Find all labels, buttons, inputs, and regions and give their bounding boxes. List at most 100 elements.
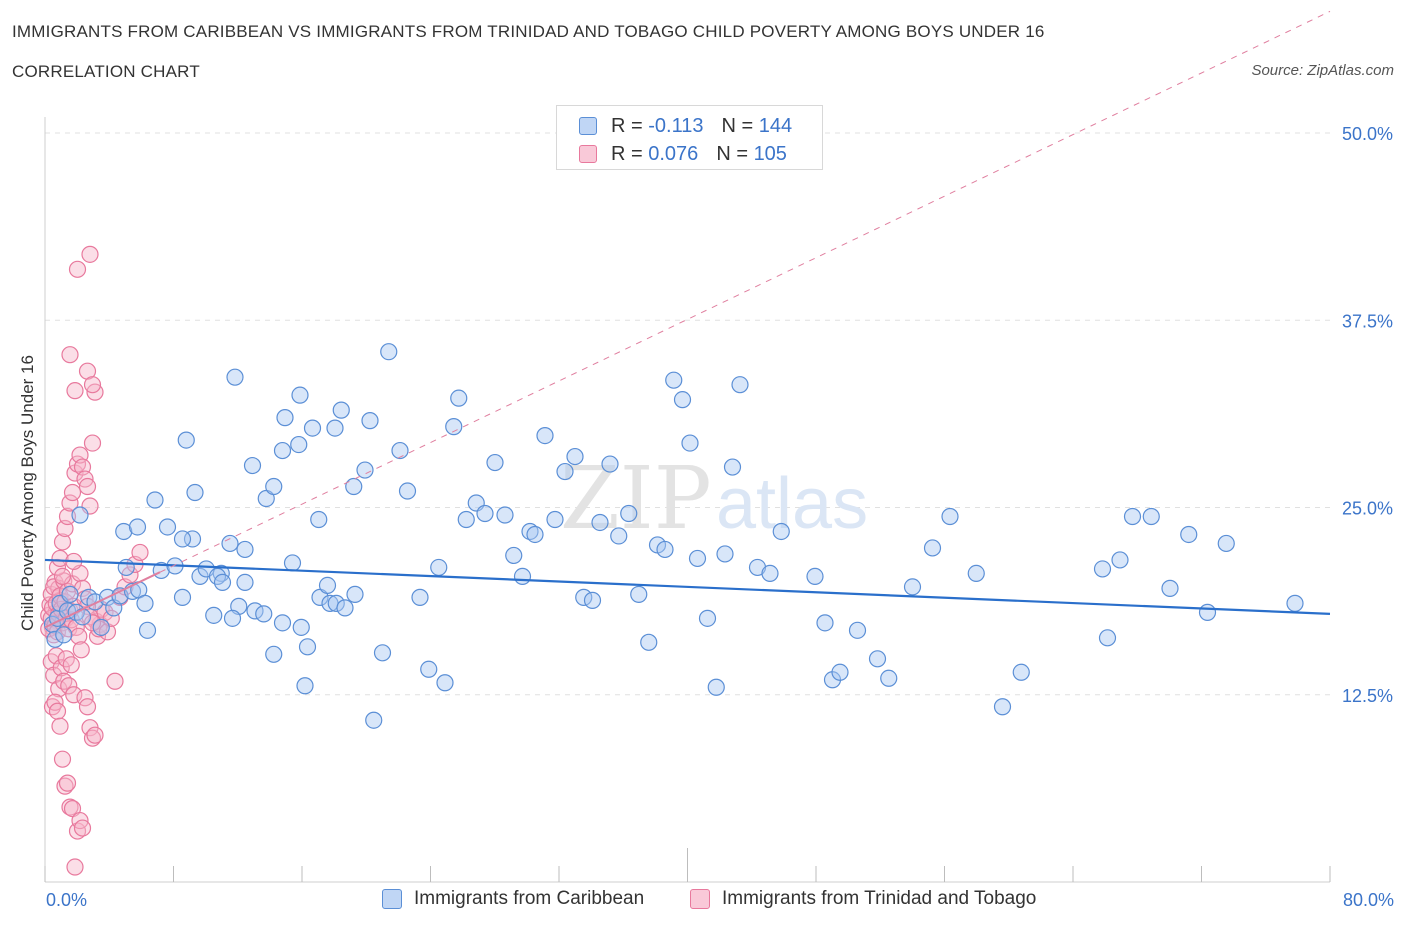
caribbean-point	[1198, 603, 1217, 621]
trinidad-point	[58, 507, 77, 526]
chart-subtitle: CORRELATION CHART	[12, 62, 200, 81]
caribbean-point	[486, 453, 504, 472]
caribbean-point	[391, 441, 409, 460]
stats-row-trinidad: R = 0.076 N = 105	[579, 142, 787, 166]
caribbean-point	[673, 391, 692, 409]
caribbean-point	[186, 483, 204, 502]
caribbean-point	[1098, 629, 1117, 647]
caribbean-point	[1217, 534, 1235, 553]
caribbean-point	[61, 585, 79, 603]
legend-item-trinidad[interactable]: Immigrants from Trinidad and Tobago	[690, 888, 1036, 910]
trinidad-point	[60, 677, 78, 695]
trinidad-point	[78, 698, 97, 716]
caribbean-point	[411, 588, 429, 606]
caribbean-point	[445, 418, 463, 436]
n-label: N =	[716, 142, 748, 165]
caribbean-point	[223, 609, 242, 627]
caribbean-point	[243, 456, 262, 475]
caribbean-point	[1286, 594, 1304, 612]
caribbean-point	[1123, 507, 1142, 526]
caribbean-point	[731, 376, 749, 394]
caribbean-point	[265, 477, 283, 496]
y-axis-label: Child Poverty Among Boys Under 16	[18, 355, 37, 631]
caribbean-point	[505, 546, 523, 565]
caribbean-point	[583, 591, 602, 609]
trinidad-point	[52, 659, 70, 677]
trinidad-trend-solid	[44, 571, 161, 629]
trinidad-point	[83, 614, 102, 632]
caribbean-point	[236, 540, 254, 559]
caribbean-point	[681, 434, 699, 452]
y-tick-label-0: 12.5%	[1342, 686, 1393, 706]
caribbean-points	[43, 343, 1304, 729]
caribbean-point	[831, 663, 849, 681]
trinidad-point	[51, 549, 69, 568]
caribbean-point	[273, 614, 292, 632]
axes	[44, 117, 1331, 883]
trinidad-swatch	[690, 889, 710, 909]
stats-row-caribbean: R = -0.113 N = 144	[579, 114, 792, 138]
watermark: ZIP atlas	[560, 449, 868, 549]
trinidad-trend-dashed	[159, 10, 1331, 573]
trinidad-point	[53, 567, 72, 586]
caribbean-point	[536, 426, 554, 445]
caribbean-point	[923, 539, 942, 557]
caribbean-point	[1093, 560, 1112, 578]
caribbean-point	[173, 530, 192, 548]
caribbean-point	[346, 585, 364, 603]
trinidad-swatch	[579, 145, 597, 163]
caribbean-point	[450, 389, 468, 407]
caribbean-point	[513, 567, 532, 586]
caribbean-point	[71, 506, 89, 524]
n-label: N =	[721, 114, 754, 137]
caribbean-point	[303, 419, 322, 437]
trinidad-point	[73, 819, 92, 837]
caribbean-point	[336, 599, 354, 617]
caribbean-point	[556, 462, 574, 481]
caribbean-point	[398, 482, 417, 500]
caribbean-point	[361, 412, 379, 430]
caribbean-point	[221, 534, 239, 553]
caribbean-point	[291, 386, 309, 404]
legend-label-caribbean: Immigrants from Caribbean	[414, 888, 645, 909]
trinidad-point	[68, 822, 87, 840]
caribbean-point	[380, 343, 398, 361]
caribbean-point	[848, 621, 867, 639]
caribbean-point	[707, 678, 725, 696]
trinidad-point	[62, 656, 80, 674]
caribbean-point	[136, 594, 154, 612]
trinidad-point	[63, 483, 82, 502]
trinidad-point	[53, 533, 72, 551]
caribbean-point	[640, 633, 658, 651]
legend-item-caribbean[interactable]: Immigrants from Caribbean	[382, 888, 644, 910]
caribbean-point	[1161, 579, 1179, 597]
caribbean-point	[92, 618, 110, 636]
trinidad-point	[83, 376, 102, 394]
caribbean-point	[880, 669, 898, 687]
trinidad-point	[66, 858, 84, 876]
caribbean-point	[868, 650, 887, 668]
r-label: R =	[611, 142, 643, 165]
caribbean-point	[55, 626, 73, 644]
caribbean-point	[496, 506, 514, 524]
caribbean-point	[903, 578, 922, 596]
caribbean-point	[226, 368, 244, 386]
caribbean-point	[1180, 525, 1198, 544]
caribbean-point	[158, 518, 177, 536]
caribbean-point	[177, 431, 195, 449]
trinidad-point	[65, 686, 83, 704]
trinidad-point	[51, 717, 69, 735]
trinidad-point	[78, 477, 97, 496]
caribbean-point	[117, 558, 135, 577]
caribbean-point	[173, 588, 192, 606]
trinidad-point	[61, 346, 79, 364]
caribbean-point	[290, 435, 308, 454]
r-value: -0.113	[648, 114, 704, 137]
caribbean-point	[292, 618, 310, 636]
caribbean-point	[430, 558, 448, 577]
caribbean-point	[476, 504, 494, 523]
caribbean-point	[310, 510, 328, 529]
trinidad-point	[68, 260, 87, 278]
caribbean-point	[205, 606, 223, 624]
